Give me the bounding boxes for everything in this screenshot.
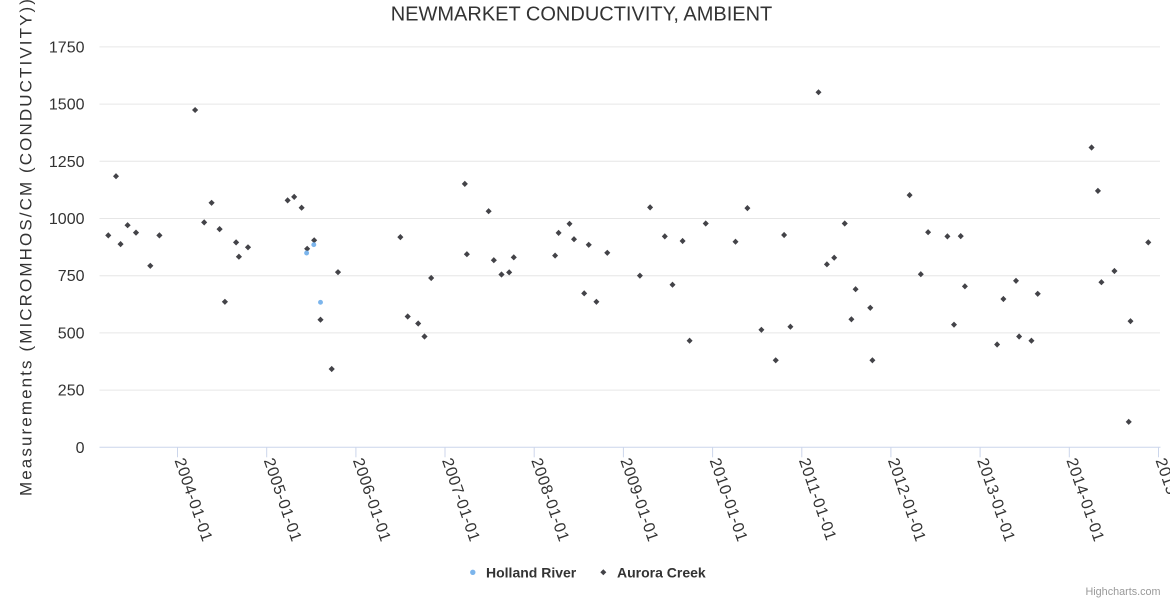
svg-text:0: 0 bbox=[76, 440, 85, 457]
svg-text:Highcharts.com: Highcharts.com bbox=[1085, 586, 1160, 598]
svg-text:250: 250 bbox=[58, 383, 85, 400]
svg-text:Holland River: Holland River bbox=[486, 565, 577, 581]
svg-text:Measurements (MICROMHOS/CM (CO: Measurements (MICROMHOS/CM (CONDUCTIVITY… bbox=[17, 0, 36, 496]
svg-text:1750: 1750 bbox=[49, 39, 85, 56]
svg-text:1500: 1500 bbox=[49, 97, 85, 114]
svg-text:500: 500 bbox=[58, 325, 85, 342]
svg-text:750: 750 bbox=[58, 268, 85, 285]
svg-text:NEWMARKET CONDUCTIVITY, AMBIEN: NEWMARKET CONDUCTIVITY, AMBIENT bbox=[391, 4, 773, 26]
svg-text:1250: 1250 bbox=[49, 154, 85, 171]
svg-text:Aurora Creek: Aurora Creek bbox=[617, 565, 706, 581]
svg-text:1000: 1000 bbox=[49, 211, 85, 228]
